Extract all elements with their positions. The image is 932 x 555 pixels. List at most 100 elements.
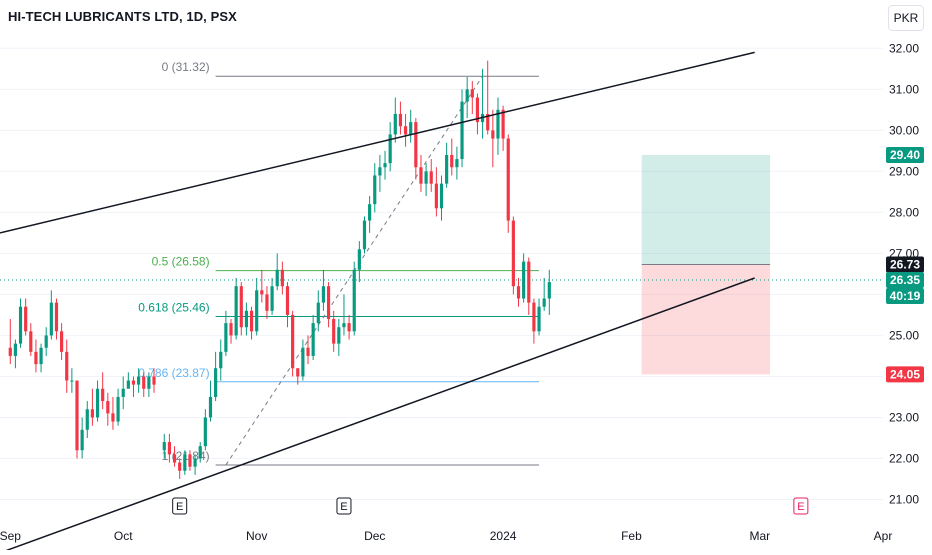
candle-body [301, 347, 305, 377]
candle-body [419, 167, 423, 184]
price-axis-label-bg [886, 288, 924, 305]
candle-body [296, 368, 300, 377]
candle-body [460, 101, 464, 160]
price-axis-label-bg [886, 272, 924, 289]
price-axis-label: 26.73 [890, 257, 920, 271]
y-tick-label: 29.00 [889, 164, 919, 178]
candle-body [501, 109, 505, 139]
candle-body [126, 380, 130, 389]
candle-body [167, 442, 172, 455]
candle-body [403, 126, 408, 135]
candle-body [244, 310, 249, 328]
candle-body [193, 458, 197, 467]
candle-body [162, 442, 166, 451]
currency-button[interactable]: PKR [888, 5, 924, 31]
earnings-marker[interactable]: E [793, 497, 809, 515]
earnings-marker-box [793, 497, 809, 515]
candle-body [106, 401, 110, 414]
candle-body [198, 446, 202, 459]
price-axis-label: 40:19 [890, 289, 921, 303]
earnings-marker-label: E [797, 501, 804, 513]
candle-body [311, 323, 315, 356]
candle-body [18, 306, 23, 344]
candle-body [70, 380, 74, 382]
candle-body [414, 122, 418, 168]
fib-level-label: 0.618 (25.46) [138, 301, 209, 315]
candle-body [34, 351, 38, 365]
x-tick-label: Dec [364, 529, 385, 543]
earnings-marker[interactable]: E [336, 497, 352, 515]
y-tick-label: 31.00 [889, 82, 919, 96]
candle-body [542, 298, 546, 307]
candle-body [470, 89, 474, 98]
candle-body [75, 380, 79, 451]
x-tick-label: Feb [621, 529, 642, 543]
fib-level-label: 0.786 (23.87) [138, 366, 209, 380]
x-tick-label: Oct [114, 529, 133, 543]
candle-body [439, 183, 444, 209]
candle-body [486, 113, 490, 131]
candle-body [239, 286, 243, 328]
x-tick-label: Apr [874, 529, 893, 543]
candle-body [388, 134, 392, 164]
candle-body [8, 347, 12, 356]
candle-body [429, 171, 433, 184]
candle-body [383, 163, 387, 168]
candle-body [522, 261, 526, 299]
candle-body [450, 154, 454, 168]
earnings-marker-box [336, 497, 352, 515]
candle-body [352, 269, 356, 332]
trend-line [0, 277, 755, 554]
y-tick-label: 32.00 [889, 41, 919, 55]
candle-body [434, 183, 438, 209]
candle-body [265, 294, 269, 311]
candle-body [178, 462, 182, 471]
candle-body [90, 409, 94, 418]
candle-body [537, 306, 541, 332]
price-axis-label: 29.40 [890, 148, 920, 162]
candle-body [183, 454, 187, 471]
candle-body [285, 286, 290, 315]
profit-zone [641, 154, 771, 265]
candle-body [424, 171, 428, 184]
candle-body [24, 306, 28, 332]
candle-body [527, 261, 531, 303]
candle-body [152, 376, 156, 385]
candle-body [131, 380, 136, 385]
candle-body [44, 335, 48, 348]
candle-body [306, 347, 310, 356]
candle-body [326, 286, 331, 320]
candle-body [142, 376, 146, 389]
candle-body [260, 290, 264, 295]
candle-body [378, 167, 382, 176]
candle-body [224, 323, 228, 352]
candle-body [275, 269, 279, 287]
candle-body [249, 310, 254, 332]
y-tick-label: 30.00 [889, 123, 919, 137]
candle-body [137, 376, 141, 385]
candle-body [398, 113, 403, 127]
candle-body [95, 388, 100, 418]
candle-body [516, 286, 521, 299]
price-axis-label-bg [886, 366, 924, 383]
candle-body [203, 417, 207, 447]
candle-body [373, 175, 377, 205]
candle-body [316, 302, 320, 324]
x-tick-label: Nov [246, 529, 267, 543]
candle-body [13, 343, 17, 356]
earnings-marker[interactable]: E [172, 497, 188, 515]
candle-body [60, 331, 64, 352]
candle-body [65, 351, 69, 381]
earnings-marker-label: E [340, 501, 347, 513]
x-tick-label: Sep [0, 529, 21, 543]
y-tick-label: 25.00 [889, 328, 919, 342]
candle-body [147, 376, 151, 389]
price-axis-label: 24.05 [890, 367, 920, 381]
y-tick-label: 22.00 [889, 451, 919, 465]
fib-level-label: 0 (31.32) [162, 60, 210, 74]
price-axis-label-bg [886, 146, 924, 163]
candle-body [49, 302, 53, 336]
x-tick-label: 2024 [490, 529, 517, 543]
